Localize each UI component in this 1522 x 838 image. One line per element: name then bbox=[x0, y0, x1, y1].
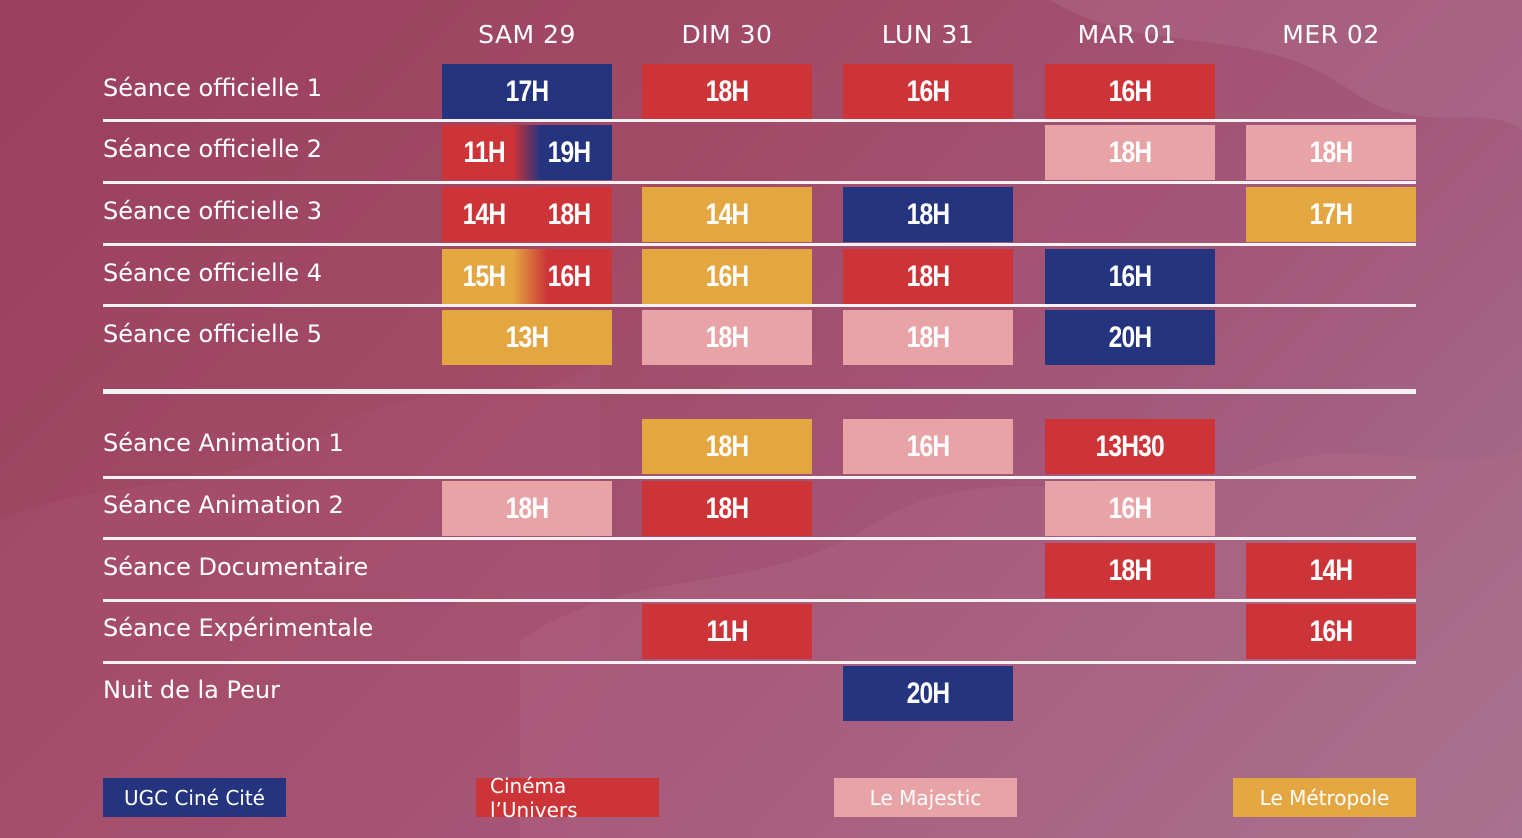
showtime-slot[interactable]: 18H bbox=[642, 419, 812, 474]
row-label-animation-1: Séance Animation 1 bbox=[103, 429, 344, 457]
showtime-slot[interactable]: 16H bbox=[843, 64, 1013, 119]
legend-ugc: UGC Ciné Cité bbox=[103, 778, 286, 817]
legend-univers: Cinéma l’Univers bbox=[476, 774, 659, 822]
showtime-slot[interactable]: 20H bbox=[843, 666, 1013, 721]
day-header-lun: LUN 31 bbox=[881, 20, 975, 49]
showtime-slot[interactable]: 20H bbox=[1045, 310, 1215, 365]
showtime-slot-split[interactable]: 15H 16H bbox=[442, 249, 612, 304]
showtime-slot[interactable]: 13H30 bbox=[1045, 419, 1215, 474]
row-divider bbox=[103, 599, 1416, 602]
legend-univers-label: Cinéma l’Univers bbox=[490, 773, 578, 822]
row-divider bbox=[103, 476, 1416, 479]
row-divider bbox=[103, 243, 1416, 246]
legend-metropole: Le Métropole bbox=[1233, 778, 1416, 817]
row-label-documentaire: Séance Documentaire bbox=[103, 553, 369, 581]
legend-ugc-label: UGC Ciné Cité bbox=[124, 785, 265, 810]
showtime-slot[interactable]: 11H bbox=[642, 604, 812, 659]
showtime-slot[interactable]: 16H bbox=[843, 419, 1013, 474]
showtime-slot[interactable]: 18H bbox=[843, 187, 1013, 242]
showtime-slot[interactable]: 18H bbox=[843, 310, 1013, 365]
showtime-slot[interactable]: 18H bbox=[642, 481, 812, 536]
showtime-slot[interactable]: 17H bbox=[442, 64, 612, 119]
showtime-slot[interactable]: 18H bbox=[642, 64, 812, 119]
legend-majestic: Le Majestic bbox=[834, 778, 1017, 817]
legend-metropole-label: Le Métropole bbox=[1259, 785, 1390, 810]
showtime-slot[interactable]: 13H bbox=[442, 310, 612, 365]
row-label-nuit-de-la-peur: Nuit de la Peur bbox=[103, 676, 280, 704]
day-header-dim: DIM 30 bbox=[681, 20, 773, 49]
showtime-slot[interactable]: 18H bbox=[843, 249, 1013, 304]
showtime-slot[interactable]: 18H bbox=[442, 481, 612, 536]
showtime-slot[interactable]: 16H bbox=[1045, 64, 1215, 119]
showtime-slot[interactable]: 18H bbox=[1045, 543, 1215, 598]
showtime-slot[interactable]: 17H bbox=[1246, 187, 1416, 242]
row-divider bbox=[103, 181, 1416, 184]
row-label-experimentale: Séance Expérimentale bbox=[103, 614, 374, 642]
showtime-slot-split[interactable]: 11H 19H bbox=[442, 125, 612, 180]
showtime-slot[interactable]: 16H bbox=[1045, 249, 1215, 304]
showtime-slot[interactable]: 18H bbox=[1246, 125, 1416, 180]
showtime-slot[interactable]: 16H bbox=[642, 249, 812, 304]
showtime-slot[interactable]: 18H bbox=[642, 310, 812, 365]
row-divider bbox=[103, 537, 1416, 540]
showtime-slot[interactable]: 14H bbox=[642, 187, 812, 242]
row-label-officielle-1: Séance officielle 1 bbox=[103, 74, 323, 102]
row-divider bbox=[103, 304, 1416, 307]
section-divider bbox=[103, 389, 1416, 394]
showtime-slot[interactable]: 16H bbox=[1045, 481, 1215, 536]
showtime-slot[interactable]: 16H bbox=[1246, 604, 1416, 659]
row-label-officielle-3: Séance officielle 3 bbox=[103, 197, 323, 225]
row-label-officielle-5: Séance officielle 5 bbox=[103, 320, 323, 348]
row-label-officielle-4: Séance officielle 4 bbox=[103, 259, 323, 287]
day-header-mar: MAR 01 bbox=[1077, 20, 1177, 49]
day-header-sam: SAM 29 bbox=[478, 20, 576, 49]
showtime-slot-split[interactable]: 14H 18H bbox=[442, 187, 612, 242]
row-label-officielle-2: Séance officielle 2 bbox=[103, 135, 323, 163]
showtime-slot[interactable]: 14H bbox=[1246, 543, 1416, 598]
showtime-slot[interactable]: 18H bbox=[1045, 125, 1215, 180]
legend-majestic-label: Le Majestic bbox=[869, 785, 982, 810]
row-divider bbox=[103, 661, 1416, 664]
day-header-mer: MER 02 bbox=[1282, 20, 1380, 49]
row-divider bbox=[103, 119, 1416, 122]
row-label-animation-2: Séance Animation 2 bbox=[103, 491, 344, 519]
